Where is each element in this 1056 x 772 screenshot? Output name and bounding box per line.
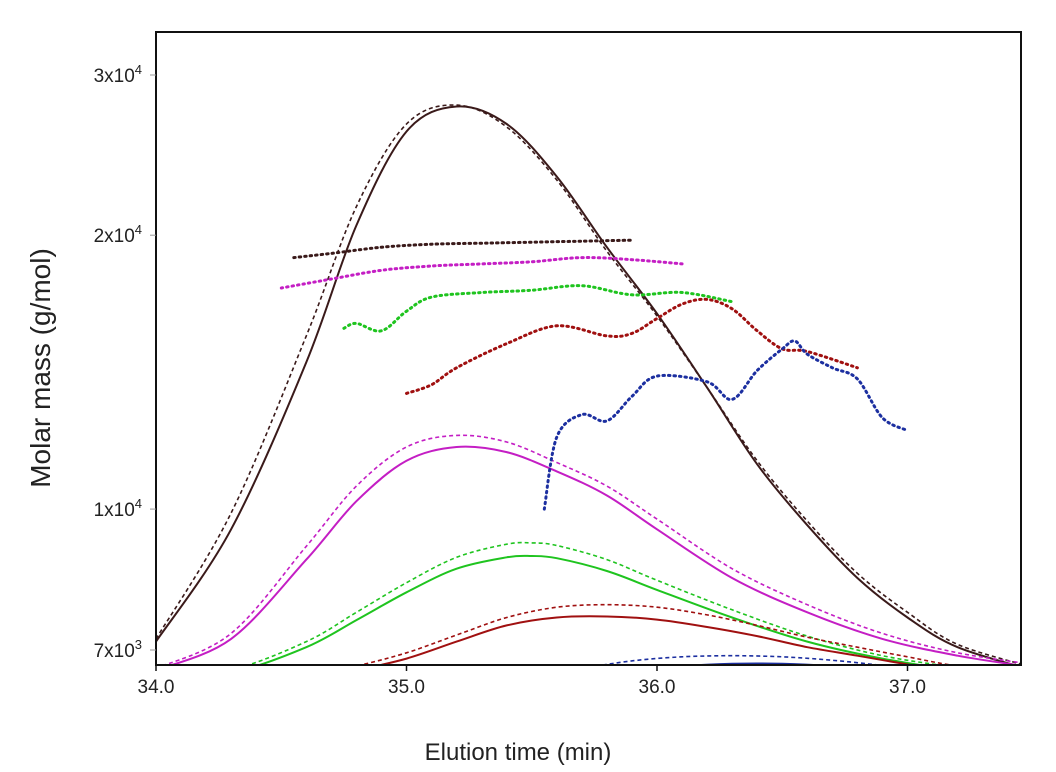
y-tick-label: 7x103 (94, 637, 142, 662)
series-green-dashed (245, 541, 946, 665)
y-tick-label: 2x104 (94, 222, 142, 247)
series-green-dotted (342, 284, 734, 333)
series-dark-solid (156, 105, 1018, 665)
x-tick-label: 36.0 (639, 677, 676, 698)
series-red-solid (376, 615, 918, 665)
series-blue-dotted (542, 339, 909, 511)
series-red-dotted (405, 297, 859, 395)
series-layer (156, 104, 1021, 665)
series-magenta-dotted (279, 256, 684, 290)
series-dark-dashed (156, 104, 1021, 665)
x-tick-label: 35.0 (388, 677, 425, 698)
series-green-solid (256, 554, 927, 665)
x-axis-title: Elution time (min) (425, 739, 612, 766)
x-tick-label: 34.0 (138, 677, 175, 698)
y-tick-label: 1x104 (94, 496, 142, 521)
x-tick-label: 37.0 (889, 677, 926, 698)
series-dark-dotted (292, 238, 634, 260)
y-axis-title: Molar mass (g/mol) (25, 248, 56, 488)
y-tick-label: 3x104 (94, 62, 142, 87)
series-blue-dashed (598, 654, 885, 665)
ticks-layer: 34.0 35.0 36.0 37.0 7x103 1x104 2x104 3x104 (94, 62, 926, 698)
series-magenta-solid (168, 445, 1021, 665)
plot-frame (155, 31, 1022, 666)
series-magenta-dashed (162, 434, 1021, 665)
